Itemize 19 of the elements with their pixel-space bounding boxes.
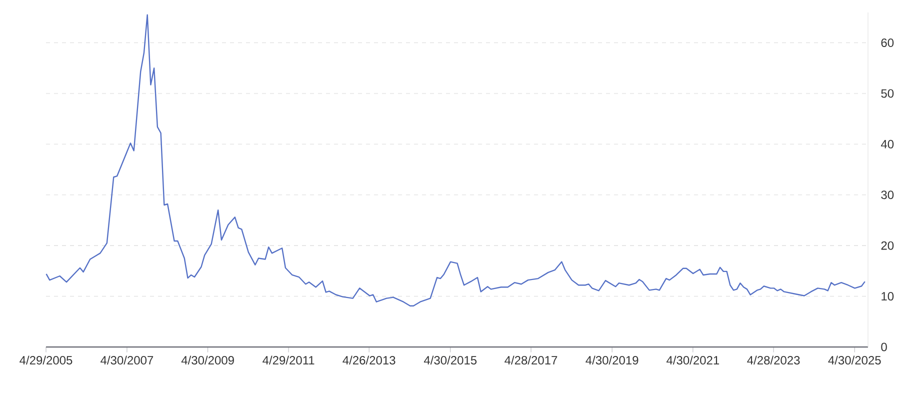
x-tick-label: 4/30/2015 xyxy=(424,356,477,365)
y-tick-label: 0 xyxy=(881,342,887,352)
x-tick-label: 4/30/2025 xyxy=(828,356,881,365)
x-tick-label: 4/30/2021 xyxy=(666,356,720,365)
y-tick-label: 50 xyxy=(881,89,894,98)
line-series xyxy=(46,14,866,307)
x-tick-label: 4/28/2023 xyxy=(747,356,800,365)
x-tick-label: 4/29/2011 xyxy=(262,356,314,365)
y-tick-label: 60 xyxy=(881,38,894,48)
y-tick-label: 40 xyxy=(880,140,894,148)
x-tick-label: 4/26/2013 xyxy=(342,356,396,365)
x-tick-label: 4/30/2009 xyxy=(181,356,234,365)
y-tick-label: 10 xyxy=(882,292,894,301)
y-tick-label: 30 xyxy=(881,190,894,200)
x-tick-label: 4/30/2019 xyxy=(586,356,638,365)
x-tick-label: 4/30/2007 xyxy=(100,356,154,365)
x-tick-label: 4/28/2017 xyxy=(504,356,558,365)
x-tick-label: 4/29/2005 xyxy=(20,356,72,365)
y-tick-label: 20 xyxy=(881,241,894,250)
